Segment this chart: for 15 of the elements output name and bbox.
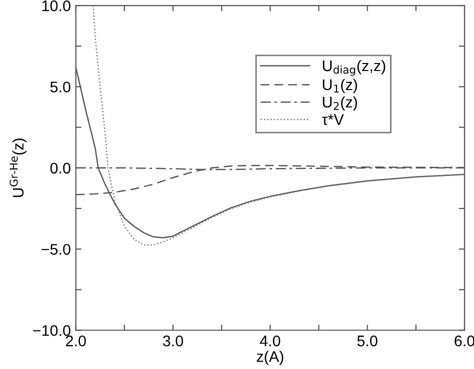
y-tick-label: −5.0: [42, 244, 70, 255]
legend-label: U$_{2}$(z): [322, 96, 358, 111]
y-tick-label: −10.0: [33, 325, 70, 336]
x-tick-label: 2.0: [66, 336, 86, 346]
x-axis-title: z(A): [256, 350, 284, 365]
y-axis-title: U$^{Gr-He}$(z): [10, 138, 27, 198]
y-tick-label: 0.0: [50, 162, 70, 174]
y-tick-label: 5.0: [50, 82, 70, 92]
x-tick-label: 3.0: [162, 336, 184, 346]
legend-label: U$_{1}$(z): [322, 78, 358, 94]
x-tick-label: 4.0: [260, 336, 280, 346]
legend-label: τ*V: [322, 114, 344, 125]
legend-label: U$_{diag}$(z,z): [322, 60, 386, 76]
x-tick-label: 5.0: [357, 336, 378, 346]
y-tick-label: 10.0: [42, 0, 70, 12]
